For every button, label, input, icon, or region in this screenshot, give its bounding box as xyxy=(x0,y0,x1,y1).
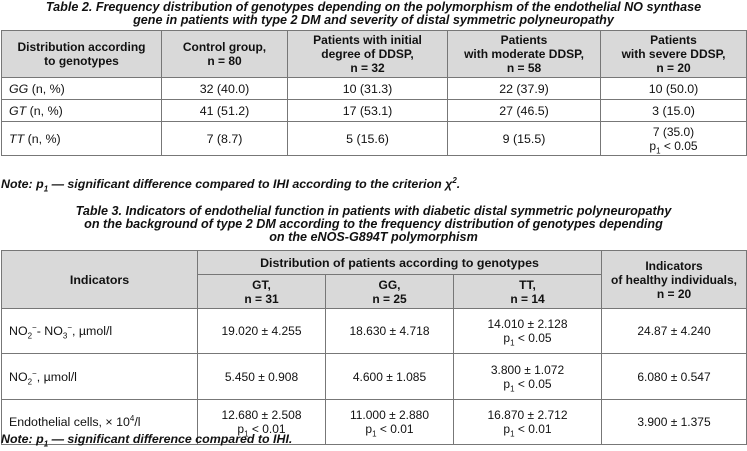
table2-note: Note: p1 — significant difference compar… xyxy=(1,175,461,194)
table3-header-indicators: Indicators xyxy=(1,250,198,309)
table2-header-severe: Patients with severe DDSP, n = 20 xyxy=(600,30,747,78)
table-row: NO2−- NO3−, µmol/l 19.020 ± 4.255 18.630… xyxy=(1,308,747,354)
cell: 3 (15.0) xyxy=(600,99,747,122)
cell: 3.800 ± 1.072 p1 < 0.05 xyxy=(453,353,602,400)
row-label: GG (n, %) xyxy=(1,77,162,100)
cell: 11.000 ± 2.880 p1 < 0.01 xyxy=(325,399,454,445)
table2-header-row: Distribution according to genotypes Cont… xyxy=(1,30,747,78)
cell: 24.87 ± 4.240 xyxy=(601,308,747,354)
table2-header-control: Control group, n = 80 xyxy=(161,30,288,78)
significance: p1 < 0.05 xyxy=(649,138,698,155)
cell: 19.020 ± 4.255 xyxy=(197,308,326,354)
cell-value: 19.020 ± 4.255 xyxy=(221,324,302,338)
table3-subheader-row: GT, n = 31 GG, n = 25 TT, n = 14 xyxy=(2,274,747,309)
significance: p1 < 0.01 xyxy=(365,422,414,439)
cell: 22 (37.9) xyxy=(447,77,601,100)
cell: 7 (8.7) xyxy=(161,121,288,156)
row-label: Endothelial cells, × 104/l xyxy=(1,399,198,445)
cell: 16.870 ± 2.712 p1 < 0.01 xyxy=(453,399,602,445)
table3-caption-line: on the background of type 2 DM according… xyxy=(84,217,663,231)
cell: 10 (50.0) xyxy=(600,77,747,100)
cell: 14.010 ± 2.128 p1 < 0.05 xyxy=(453,308,602,354)
cell: 18.630 ± 4.718 xyxy=(325,308,454,354)
table2: Distribution according to genotypes Cont… xyxy=(1,30,747,156)
row-label: TT (n, %) xyxy=(1,121,162,156)
group-tt: TT, n = 14 xyxy=(453,274,602,309)
cell-value: 24.87 ± 4.240 xyxy=(637,324,711,338)
cell-value: 6.080 ± 0.547 xyxy=(637,369,711,384)
cell-value: 3.900 ± 1.375 xyxy=(637,415,711,429)
table2-caption-line: Table 2. Frequency distribution of genot… xyxy=(45,0,702,14)
table-row: GT (n, %) 41 (51.2) 17 (53.1) 27 (46.5) … xyxy=(1,99,747,122)
cell-value: 3.800 ± 1.072 xyxy=(490,362,565,377)
table3-caption: Table 3. Indicators of endothelial funct… xyxy=(0,205,747,244)
cell: 17 (53.1) xyxy=(287,99,448,122)
cell: 9 (15.5) xyxy=(447,121,601,156)
cell: 5 (15.6) xyxy=(287,121,448,156)
row-label: NO2−, µmol/l xyxy=(1,353,198,400)
table3-caption-line: on the eNOS-G894T polymorphism xyxy=(269,230,478,244)
table-row: NO2−, µmol/l 5.450 ± 0.908 4.600 ± 1.085… xyxy=(1,353,747,400)
table3-header-distribution: Distribution of patients according to ge… xyxy=(197,250,602,275)
table2-header-initial: Patients with initial degree of DDSP, n … xyxy=(287,30,448,78)
table3-header-healthy: Indicators of healthy individuals, n = 2… xyxy=(601,250,747,309)
cell-value: 14.010 ± 2.128 xyxy=(487,317,568,331)
significance: p1 < 0.05 xyxy=(503,331,552,348)
table3-note: Note: p1 — significant difference compar… xyxy=(1,432,293,449)
cell: 27 (46.5) xyxy=(447,99,601,122)
cell: 10 (31.3) xyxy=(287,77,448,100)
group-gg: GG, n = 25 xyxy=(325,274,454,309)
table2-header-genotypes: Distribution according to genotypes xyxy=(1,30,162,78)
table3-caption-line: Table 3. Indicators of endothelial funct… xyxy=(75,204,672,218)
cell-value: 11.000 ± 2.880 xyxy=(349,408,430,422)
table-row: Endothelial cells, × 104/l 12.680 ± 2.50… xyxy=(1,399,747,445)
cell-value: 16.870 ± 2.712 xyxy=(487,408,568,422)
cell: 6.080 ± 0.547 xyxy=(601,353,747,400)
cell-value: 5.450 ± 0.908 xyxy=(224,369,299,384)
cell: 7 (35.0) p1 < 0.05 xyxy=(600,121,747,156)
cell: 32 (40.0) xyxy=(161,77,288,100)
significance: p1 < 0.05 xyxy=(503,376,552,393)
cell-value: 4.600 ± 1.085 xyxy=(352,369,427,384)
cell-value: 12.680 ± 2.508 xyxy=(221,408,302,422)
significance: p1 < 0.01 xyxy=(503,422,552,439)
row-label: GT (n, %) xyxy=(1,99,162,122)
table2-caption-line: gene in patients with type 2 DM and seve… xyxy=(133,13,614,27)
group-gt: GT, n = 31 xyxy=(197,274,326,309)
cell: 12.680 ± 2.508 p1 < 0.01 xyxy=(197,399,326,445)
cell-value: 18.630 ± 4.718 xyxy=(349,324,430,338)
cell: 5.450 ± 0.908 xyxy=(197,353,326,400)
table-row: TT (n, %) 7 (8.7) 5 (15.6) 9 (15.5) 7 (3… xyxy=(1,121,747,156)
table3: Indicators Distribution of patients acco… xyxy=(1,250,747,445)
cell: 41 (51.2) xyxy=(161,99,288,122)
cell: 3.900 ± 1.375 xyxy=(601,399,747,445)
cell: 4.600 ± 1.085 xyxy=(325,353,454,400)
table3-header-row: Indicators Distribution of patients acco… xyxy=(1,250,747,309)
significance: p1 < 0.01 xyxy=(237,422,286,439)
table2-caption: Table 2. Frequency distribution of genot… xyxy=(0,1,747,27)
row-label: NO2−- NO3−, µmol/l xyxy=(1,308,198,354)
table-row: GG (n, %) 32 (40.0) 10 (31.3) 22 (37.9) … xyxy=(1,77,747,100)
table2-header-moderate: Patients with moderate DDSP, n = 58 xyxy=(447,30,601,78)
